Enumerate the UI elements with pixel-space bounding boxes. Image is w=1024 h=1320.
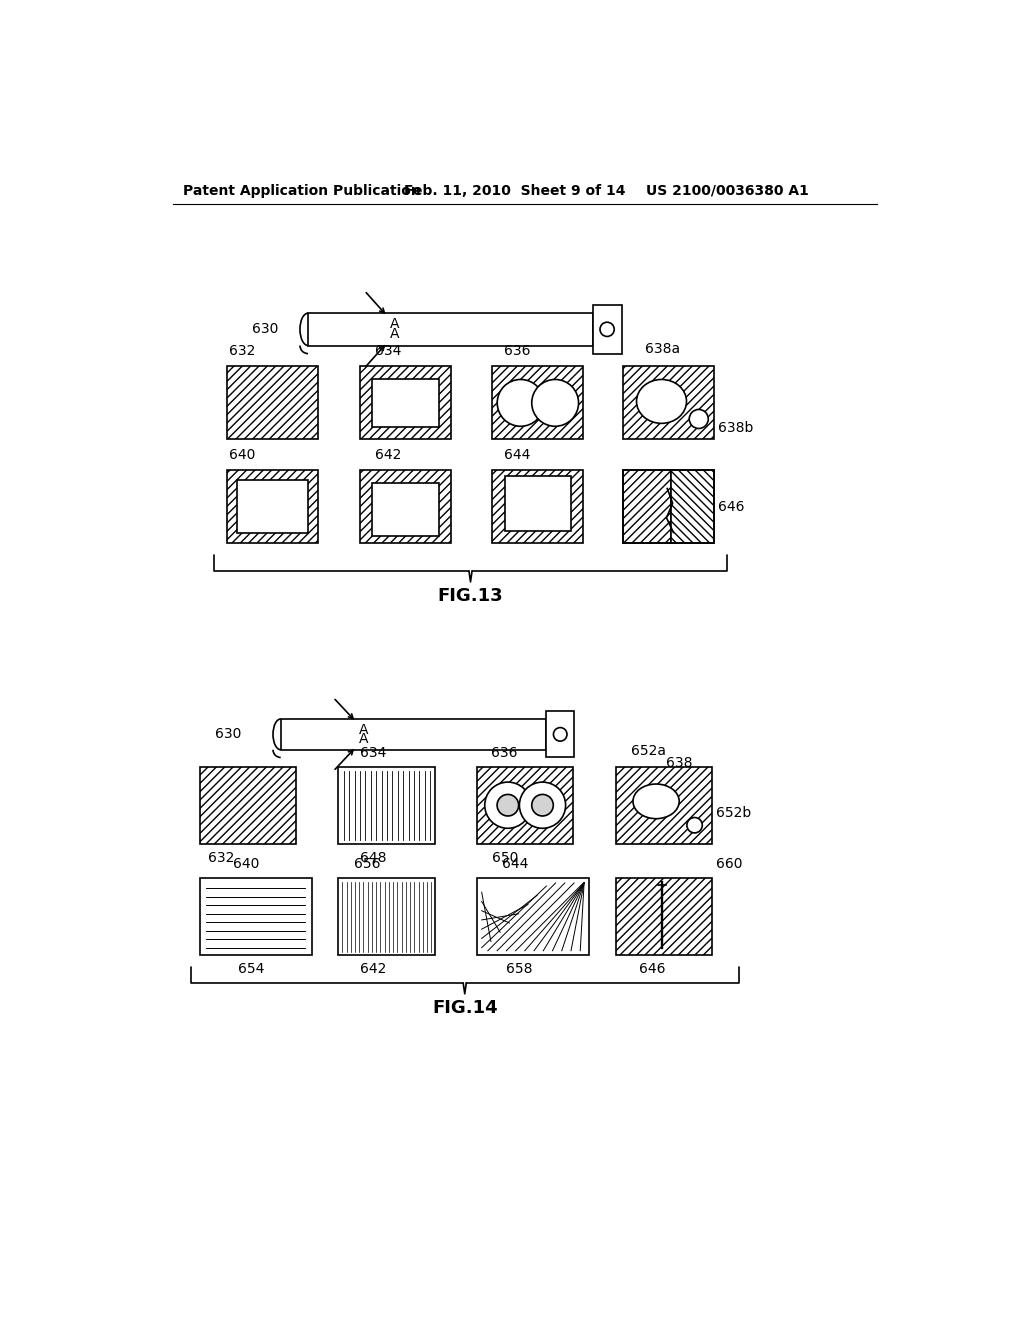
Text: 638a: 638a: [645, 342, 680, 356]
Circle shape: [687, 817, 702, 833]
Bar: [226, 367, 317, 440]
Circle shape: [689, 409, 709, 429]
Text: A: A: [390, 318, 399, 331]
Text: 648: 648: [360, 850, 386, 865]
Circle shape: [498, 379, 544, 426]
Text: 660: 660: [716, 858, 742, 871]
Text: 652b: 652b: [716, 807, 751, 820]
Text: 636: 636: [504, 345, 530, 358]
Bar: [237, 480, 307, 533]
Bar: [373, 483, 438, 536]
Bar: [339, 878, 435, 956]
Bar: [547, 711, 574, 758]
Text: A: A: [358, 723, 368, 737]
Circle shape: [497, 795, 518, 816]
Text: Patent Application Publication: Patent Application Publication: [183, 183, 421, 198]
Text: 650: 650: [493, 850, 519, 865]
Bar: [477, 878, 589, 956]
Text: 656: 656: [354, 858, 380, 871]
Circle shape: [531, 795, 553, 816]
Bar: [360, 367, 451, 440]
Text: 642: 642: [360, 962, 386, 977]
Text: 646: 646: [718, 500, 744, 513]
Text: FIG.13: FIG.13: [437, 587, 504, 605]
Text: 640: 640: [229, 447, 256, 462]
Ellipse shape: [637, 379, 686, 424]
Bar: [505, 477, 571, 531]
Text: 644: 644: [504, 447, 530, 462]
Bar: [615, 878, 712, 956]
Text: 630: 630: [215, 727, 242, 742]
Circle shape: [519, 781, 565, 829]
Bar: [493, 367, 584, 440]
Bar: [373, 379, 438, 428]
Bar: [200, 878, 311, 956]
Text: Feb. 11, 2010  Sheet 9 of 14: Feb. 11, 2010 Sheet 9 of 14: [403, 183, 626, 198]
Bar: [624, 470, 714, 544]
Ellipse shape: [633, 784, 679, 818]
Text: FIG.14: FIG.14: [432, 999, 498, 1016]
Circle shape: [484, 781, 531, 829]
Text: 632: 632: [229, 345, 256, 358]
Bar: [671, 470, 714, 544]
Bar: [339, 767, 435, 843]
Text: A: A: [358, 733, 368, 746]
FancyBboxPatch shape: [308, 313, 593, 346]
Text: 654: 654: [239, 962, 265, 977]
Text: A: A: [390, 327, 399, 341]
Text: 658: 658: [506, 962, 532, 977]
Text: 642: 642: [376, 447, 401, 462]
Bar: [360, 470, 451, 544]
Bar: [615, 767, 712, 843]
Bar: [477, 767, 573, 843]
Text: 634: 634: [376, 345, 401, 358]
Bar: [624, 367, 714, 440]
Text: 632: 632: [208, 850, 233, 865]
FancyBboxPatch shape: [281, 719, 547, 750]
Text: 634: 634: [360, 746, 386, 760]
Text: 638b: 638b: [718, 421, 754, 434]
Text: US 2100/0036380 A1: US 2100/0036380 A1: [646, 183, 809, 198]
Text: 644: 644: [503, 858, 528, 871]
Circle shape: [531, 379, 579, 426]
Text: 646: 646: [639, 962, 666, 977]
Circle shape: [553, 727, 567, 741]
Text: 640: 640: [232, 858, 259, 871]
Bar: [200, 767, 296, 843]
Text: 652a: 652a: [631, 744, 666, 758]
Text: 630: 630: [252, 322, 279, 337]
Bar: [593, 305, 622, 354]
Bar: [493, 470, 584, 544]
Circle shape: [600, 322, 614, 337]
Bar: [226, 470, 317, 544]
Text: 636: 636: [490, 746, 517, 760]
Bar: [624, 470, 671, 544]
Text: 638: 638: [666, 756, 692, 770]
